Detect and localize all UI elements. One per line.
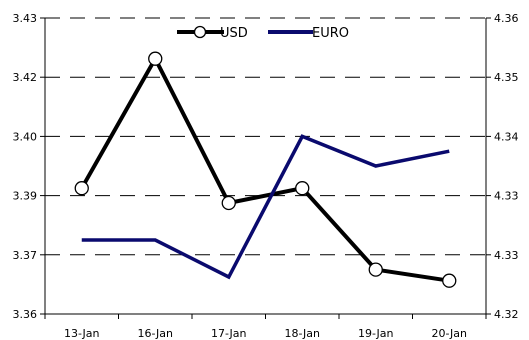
data-point-usd (442, 273, 457, 288)
y-right-tick-label: 4.32 (494, 308, 519, 321)
x-tick-label: 18-Jan (284, 327, 320, 340)
x-tick-label: 16-Jan (137, 327, 173, 340)
y-right-tick-label: 4.36 (494, 12, 519, 25)
legend-euro-label: EURO (312, 26, 349, 41)
data-point-usd (368, 262, 383, 277)
y-left-tick-label: 3.37 (13, 249, 38, 262)
x-tick-label: 20-Jan (431, 327, 467, 340)
data-point-usd (148, 51, 163, 66)
y-right-tick-label: 4.34 (494, 130, 519, 143)
series (74, 51, 457, 288)
y-left-tick-label: 3.42 (13, 71, 38, 84)
axes: 3.36 3.37 3.39 3.40 3.42 3.43 4.32 4.33 4.33 4.34… (13, 12, 519, 340)
y-right-tick-label: 4.33 (494, 190, 519, 203)
x-tick-label: 13-Jan (64, 327, 100, 340)
legend: USD EURO (177, 25, 349, 41)
x-tick-label: 17-Jan (211, 327, 247, 340)
legend-usd-label: USD (220, 26, 248, 41)
y-right-tick-label: 4.33 (494, 249, 519, 262)
legend-usd-marker (193, 25, 207, 39)
series-line-usd (80, 54, 450, 283)
data-point-usd (74, 181, 89, 196)
y-left-tick-label: 3.39 (13, 190, 38, 203)
x-tick-label: 19-Jan (358, 327, 394, 340)
y-left-tick-label: 3.36 (13, 308, 38, 321)
data-point-usd (295, 181, 310, 196)
y-right-tick-label: 4.35 (494, 71, 519, 84)
y-left-tick-label: 3.40 (13, 130, 38, 143)
y-left-tick-label: 3.43 (13, 12, 38, 25)
data-point-usd (221, 195, 236, 211)
series-line-euro (81, 134, 450, 280)
